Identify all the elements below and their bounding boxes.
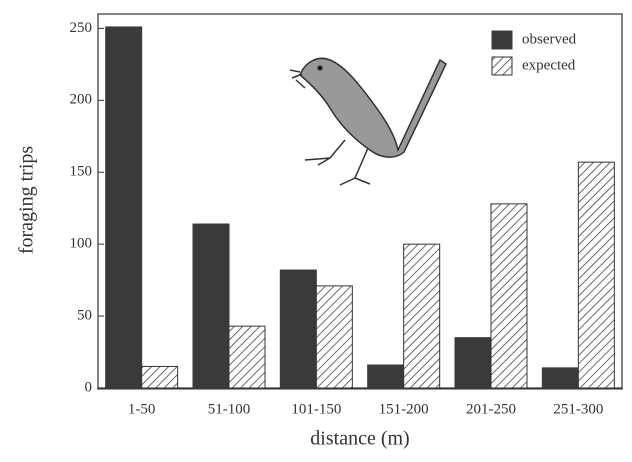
x-tick-label: 101-150 xyxy=(291,401,341,417)
bar xyxy=(228,325,266,389)
bar xyxy=(105,26,143,389)
y-tick-label: 50 xyxy=(77,308,92,324)
y-tick-label: 150 xyxy=(70,164,93,180)
legend-swatch xyxy=(491,56,513,76)
x-tick-label: 51-100 xyxy=(208,401,251,417)
legend-label: observed xyxy=(522,31,577,47)
bar xyxy=(577,161,615,389)
bar xyxy=(403,243,441,389)
plot-frame xyxy=(97,13,623,389)
bar xyxy=(192,223,230,389)
bird-illustration xyxy=(289,57,447,186)
bar xyxy=(279,269,317,389)
x-tick-label: 1-50 xyxy=(128,401,156,417)
bar xyxy=(141,365,179,389)
x-tick-label: 151-200 xyxy=(379,401,429,417)
y-axis-title: foraging trips xyxy=(16,146,38,255)
bar xyxy=(315,285,353,389)
bar xyxy=(367,364,405,389)
bar xyxy=(541,367,579,389)
bar xyxy=(490,203,528,389)
y-tick-label: 250 xyxy=(70,20,93,36)
y-tick-label: 100 xyxy=(70,236,93,252)
x-tick-label: 201-250 xyxy=(466,401,516,417)
x-tick-label: 251-300 xyxy=(553,401,603,417)
bar xyxy=(454,337,492,389)
x-axis-title: distance (m) xyxy=(310,428,409,450)
legend-label: expected xyxy=(522,57,576,73)
y-tick-label: 200 xyxy=(70,92,93,108)
y-tick-label: 0 xyxy=(85,379,93,395)
legend-swatch xyxy=(491,30,513,50)
